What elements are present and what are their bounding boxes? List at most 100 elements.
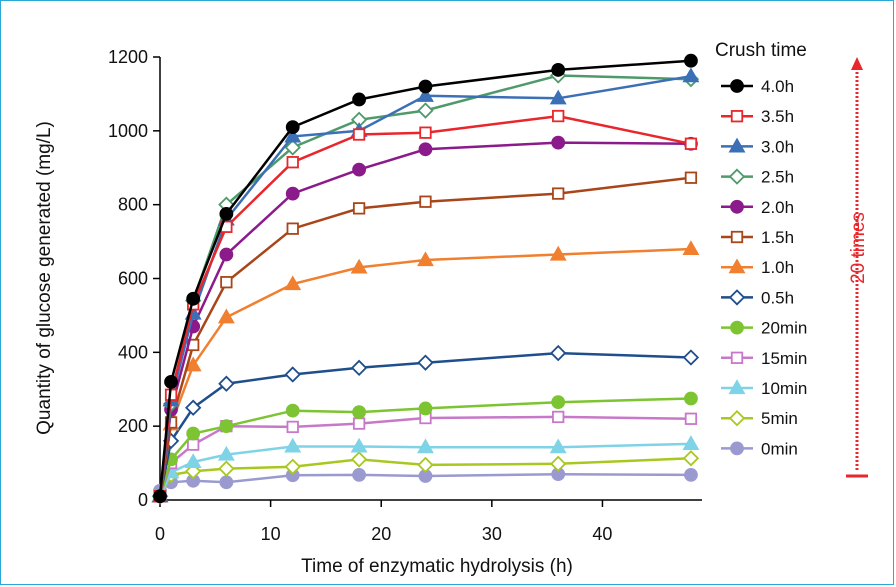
data-point bbox=[218, 460, 235, 477]
data-point bbox=[218, 375, 235, 392]
data-point bbox=[730, 441, 744, 456]
data-point bbox=[417, 251, 434, 267]
data-point bbox=[350, 258, 368, 274]
legend-item-1.5h[interactable]: 1.5h bbox=[721, 228, 794, 247]
legend-item-3.0h[interactable]: 3.0h bbox=[721, 137, 794, 156]
data-point bbox=[728, 410, 746, 427]
data-point bbox=[219, 475, 234, 490]
y-ticks: 0 200 400 600 800 1000 1200 bbox=[108, 47, 160, 510]
y-tick-label: 0 bbox=[138, 490, 148, 510]
legend-label: 4.0h bbox=[761, 77, 794, 96]
data-point bbox=[352, 417, 366, 430]
y-tick-label: 200 bbox=[118, 416, 148, 436]
legend-label: 10min bbox=[761, 379, 807, 398]
data-point bbox=[682, 349, 700, 366]
data-point bbox=[551, 135, 566, 150]
series-1.5h bbox=[153, 171, 698, 503]
y-tick-label: 1200 bbox=[108, 47, 148, 67]
data-point bbox=[682, 240, 700, 256]
data-point bbox=[350, 359, 368, 377]
legend-item-3.5h[interactable]: 3.5h bbox=[721, 107, 794, 126]
series-line bbox=[158, 415, 691, 497]
series-lines bbox=[151, 53, 700, 505]
x-tick-label: 30 bbox=[482, 524, 502, 544]
data-point bbox=[684, 467, 698, 482]
y-tick-label: 600 bbox=[118, 269, 148, 289]
data-point bbox=[185, 399, 202, 416]
data-point bbox=[164, 374, 178, 389]
data-point bbox=[549, 438, 567, 454]
y-axis-title: Quantity of glucose generated (mg/L) bbox=[34, 121, 55, 435]
data-point bbox=[730, 351, 744, 364]
data-point bbox=[352, 162, 367, 177]
data-point bbox=[219, 419, 234, 434]
legend-item-4.0h[interactable]: 4.0h bbox=[721, 77, 794, 96]
data-point bbox=[417, 456, 434, 474]
data-point bbox=[684, 391, 698, 406]
data-point bbox=[284, 127, 302, 143]
legend-item-10min[interactable]: 10min bbox=[721, 379, 807, 398]
data-point bbox=[285, 120, 300, 135]
twenty-times-annotation: 20 times bbox=[846, 57, 869, 478]
x-tick-label: 20 bbox=[371, 524, 391, 544]
legend-item-5min[interactable]: 5min bbox=[721, 409, 798, 428]
legend-item-1.0h[interactable]: 1.0h bbox=[721, 258, 794, 277]
data-point bbox=[352, 405, 367, 420]
legend-label: 3.0h bbox=[761, 137, 794, 156]
data-point bbox=[682, 435, 700, 450]
legend-item-2.0h[interactable]: 2.0h bbox=[721, 198, 794, 217]
data-point bbox=[286, 222, 299, 235]
annotation-arrow-up-icon bbox=[851, 57, 863, 70]
data-point bbox=[186, 426, 201, 441]
data-point bbox=[684, 53, 698, 68]
legend-item-20min[interactable]: 20min bbox=[721, 319, 807, 338]
data-point bbox=[682, 67, 700, 83]
data-point bbox=[684, 137, 698, 150]
legend-label: 1.5h bbox=[761, 228, 794, 247]
data-point bbox=[219, 247, 234, 262]
legend-item-0.5h[interactable]: 0.5h bbox=[721, 288, 794, 307]
data-point bbox=[728, 379, 746, 395]
legend-item-2.5h[interactable]: 2.5h bbox=[721, 168, 794, 187]
data-point bbox=[284, 139, 301, 156]
data-point bbox=[284, 437, 302, 453]
legend-label: 2.5h bbox=[761, 168, 794, 187]
legend-item-0min[interactable]: 0min bbox=[721, 439, 798, 458]
legend-title: Crush time bbox=[715, 40, 807, 61]
data-point bbox=[417, 438, 434, 454]
data-point bbox=[418, 401, 433, 416]
data-point bbox=[352, 202, 366, 215]
data-point bbox=[684, 412, 698, 425]
data-point bbox=[350, 451, 368, 468]
data-point bbox=[552, 187, 565, 200]
data-point bbox=[352, 467, 367, 482]
data-point bbox=[552, 109, 565, 123]
data-point bbox=[187, 438, 200, 451]
legend-label: 5min bbox=[761, 409, 798, 428]
data-point bbox=[730, 230, 744, 244]
data-point bbox=[350, 437, 368, 453]
legend-label: 15min bbox=[761, 349, 807, 368]
legend-label: 2.0h bbox=[761, 198, 794, 217]
data-point bbox=[285, 186, 300, 201]
x-axis-title: Time of enzymatic hydrolysis (h) bbox=[301, 556, 573, 577]
data-point bbox=[549, 89, 567, 105]
x-tick-label: 40 bbox=[592, 524, 612, 544]
data-point bbox=[219, 206, 234, 221]
legend[interactable]: Crush time 4.0h 3.5h 3.0h 2.5h 2.0h 1.5h 1.0h 0… bbox=[715, 40, 807, 458]
data-point bbox=[352, 92, 367, 107]
y-tick-label: 800 bbox=[118, 195, 148, 215]
annotation-label: 20 times bbox=[848, 212, 869, 284]
data-point bbox=[551, 395, 566, 410]
y-tick-label: 1000 bbox=[108, 121, 148, 141]
data-point bbox=[417, 87, 434, 102]
data-point bbox=[728, 258, 746, 274]
legend-item-15min[interactable]: 15min bbox=[721, 349, 807, 368]
legend-label: 0.5h bbox=[761, 288, 794, 307]
data-point bbox=[153, 489, 167, 504]
data-point bbox=[684, 171, 698, 184]
series-line bbox=[158, 74, 692, 497]
data-point bbox=[550, 455, 567, 472]
data-point bbox=[418, 142, 433, 157]
